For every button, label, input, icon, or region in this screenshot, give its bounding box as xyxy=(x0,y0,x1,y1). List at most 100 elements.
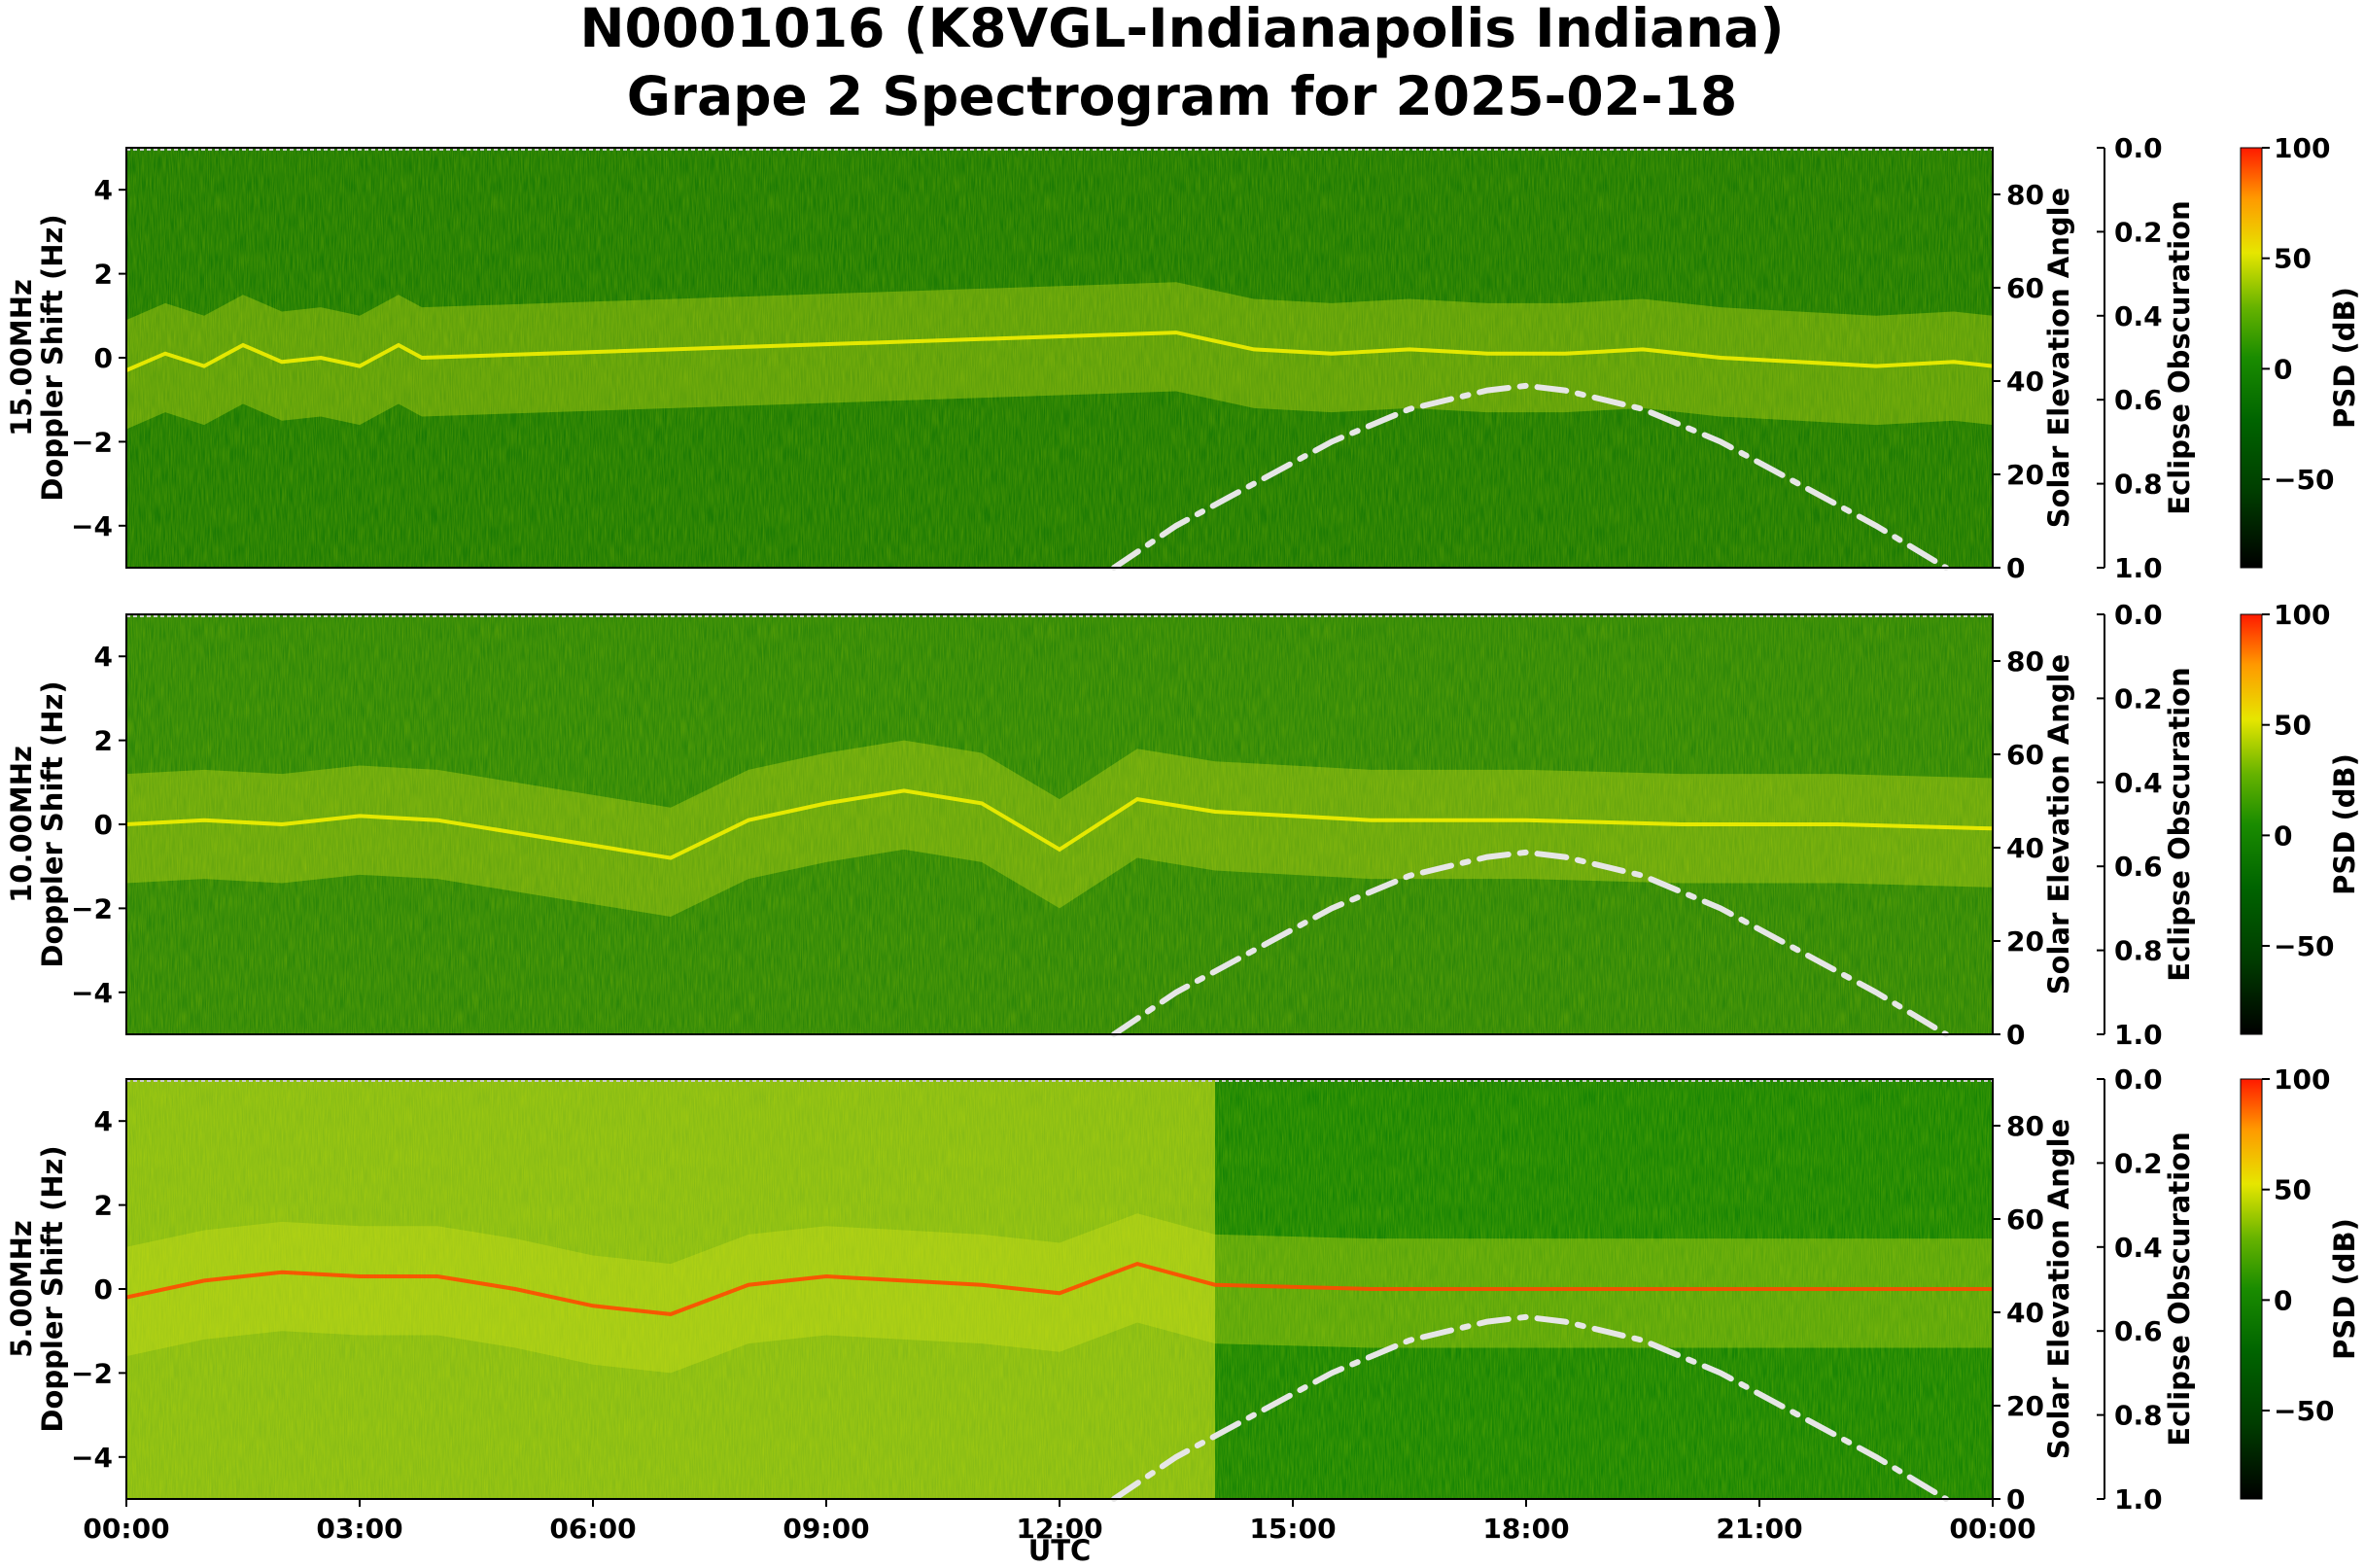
elev-axis-label: Solar Elevation Angle xyxy=(2042,654,2075,995)
y-tick-label: 0 xyxy=(94,1273,113,1306)
eclipse-tick-label: 0.2 xyxy=(2114,1147,2163,1179)
eclipse-tick-label: 0.4 xyxy=(2114,300,2163,332)
eclipse-tick-label: 0.0 xyxy=(2114,1063,2163,1096)
eclipse-axis-label: Eclipse Obscuration xyxy=(2163,667,2196,981)
x-tick-label: 00:00 xyxy=(1949,1513,2035,1545)
y-tick-label: −4 xyxy=(71,510,113,542)
elev-tick-label: 0 xyxy=(2006,1019,2025,1051)
elev-tick-label: 20 xyxy=(2006,1390,2044,1422)
y-tick-label: −2 xyxy=(71,892,113,924)
elev-tick-label: 60 xyxy=(2006,739,2044,771)
y-tick-label: −2 xyxy=(71,426,113,458)
eclipse-axis-label: Eclipse Obscuration xyxy=(2163,200,2196,514)
eclipse-tick-label: 0.4 xyxy=(2114,767,2163,799)
y-tick-label: 2 xyxy=(94,725,113,757)
x-tick-label: 15:00 xyxy=(1249,1513,1336,1545)
doppler-spread-band xyxy=(126,740,1993,918)
doppler-trace xyxy=(125,1262,1993,1316)
elev-tick-label: 40 xyxy=(2006,1297,2044,1329)
colorbar-label: PSD (dB) xyxy=(2328,287,2361,429)
colorbar-tick-label: −50 xyxy=(2274,1395,2334,1427)
eclipse-tick-label: 0.6 xyxy=(2114,851,2163,883)
y-tick-label: 4 xyxy=(94,1105,113,1137)
elev-tick-label: 40 xyxy=(2006,366,2044,398)
colorbar-tick-label: 0 xyxy=(2274,819,2292,852)
doppler-spread-band xyxy=(126,282,1993,430)
eclipse-tick-label: 0.2 xyxy=(2114,682,2163,714)
elev-tick-label: 80 xyxy=(2006,179,2044,211)
y-tick-label: −2 xyxy=(71,1357,113,1389)
y-tick-label: 2 xyxy=(94,1190,113,1222)
colorbar-tick-label: 100 xyxy=(2274,599,2330,631)
y-tick-label: 0 xyxy=(94,809,113,841)
chart-subtitle: Grape 2 Spectrogram for 2025-02-18 xyxy=(627,65,1738,127)
elev-tick-label: 60 xyxy=(2006,1203,2044,1236)
y-tick-label: −4 xyxy=(71,977,113,1009)
colorbar-tick-label: −50 xyxy=(2274,464,2334,496)
elev-tick-label: 20 xyxy=(2006,925,2044,958)
eclipse-tick-label: 0.6 xyxy=(2114,384,2163,416)
x-tick-label: 12:00 xyxy=(1016,1513,1102,1545)
x-axis-label: UTC xyxy=(1028,1534,1092,1567)
y-axis-label: Doppler Shift (Hz) xyxy=(36,680,69,967)
elev-tick-label: 0 xyxy=(2006,552,2025,584)
x-tick-label: 00:00 xyxy=(83,1513,169,1545)
doppler-trace xyxy=(125,331,1994,372)
colorbar-tick-label: 100 xyxy=(2274,1063,2330,1096)
eclipse-tick-label: 1.0 xyxy=(2114,552,2163,584)
colorbar-label: PSD (dB) xyxy=(2328,753,2361,895)
y-axis-label: Doppler Shift (Hz) xyxy=(36,1145,69,1432)
y-axis-freq-label: 5.00MHz xyxy=(5,1220,38,1358)
eclipse-tick-label: 0.0 xyxy=(2114,599,2163,631)
solar-elevation-curve xyxy=(1111,382,1949,571)
eclipse-tick-label: 0.8 xyxy=(2114,935,2163,967)
eclipse-tick-label: 0.8 xyxy=(2114,1400,2163,1432)
colorbar-tick-label: 0 xyxy=(2274,1284,2292,1316)
elev-tick-label: 40 xyxy=(2006,832,2044,864)
eclipse-tick-label: 1.0 xyxy=(2114,1483,2163,1516)
x-tick-label: 21:00 xyxy=(1716,1513,1802,1545)
y-tick-label: −4 xyxy=(71,1442,113,1474)
colorbar-label: PSD (dB) xyxy=(2328,1218,2361,1360)
eclipse-tick-label: 0.2 xyxy=(2114,216,2163,248)
colorbar xyxy=(2240,613,2263,1035)
colorbar-tick-label: 50 xyxy=(2274,1174,2312,1206)
elev-axis-label: Solar Elevation Angle xyxy=(2042,1119,2075,1460)
elev-tick-label: 0 xyxy=(2006,1483,2025,1516)
eclipse-tick-label: 0.4 xyxy=(2114,1232,2163,1264)
elev-tick-label: 80 xyxy=(2006,1110,2044,1142)
colorbar xyxy=(2240,1078,2263,1500)
y-tick-label: 2 xyxy=(94,259,113,291)
x-tick-label: 09:00 xyxy=(783,1513,869,1545)
solar-elevation-curve xyxy=(1111,1313,1949,1502)
y-tick-label: 0 xyxy=(94,342,113,374)
elev-tick-label: 60 xyxy=(2006,272,2044,304)
eclipse-axis-label: Eclipse Obscuration xyxy=(2163,1132,2196,1446)
eclipse-tick-label: 1.0 xyxy=(2114,1019,2163,1051)
elev-tick-label: 20 xyxy=(2006,459,2044,491)
colorbar-tick-label: 50 xyxy=(2274,243,2312,275)
eclipse-tick-label: 0.0 xyxy=(2114,132,2163,164)
colorbar-tick-label: 100 xyxy=(2274,132,2330,164)
colorbar-tick-label: 50 xyxy=(2274,710,2312,742)
elev-tick-label: 80 xyxy=(2006,645,2044,678)
x-tick-label: 06:00 xyxy=(549,1513,636,1545)
chart-title: N0001016 (K8VGL-Indianapolis Indiana) xyxy=(579,0,1784,59)
x-tick-label: 03:00 xyxy=(316,1513,402,1545)
colorbar-tick-label: 0 xyxy=(2274,353,2292,385)
eclipse-tick-label: 0.6 xyxy=(2114,1315,2163,1347)
solar-elevation-curve xyxy=(1111,849,1949,1037)
y-axis-label: Doppler Shift (Hz) xyxy=(36,214,69,501)
doppler-trace xyxy=(125,788,1994,860)
y-tick-label: 4 xyxy=(94,174,113,206)
y-axis-freq-label: 15.00MHz xyxy=(5,279,38,436)
x-tick-label: 18:00 xyxy=(1482,1513,1569,1545)
y-tick-label: 4 xyxy=(94,641,113,673)
eclipse-tick-label: 0.8 xyxy=(2114,469,2163,501)
elev-axis-label: Solar Elevation Angle xyxy=(2042,188,2075,529)
colorbar xyxy=(2240,147,2263,569)
